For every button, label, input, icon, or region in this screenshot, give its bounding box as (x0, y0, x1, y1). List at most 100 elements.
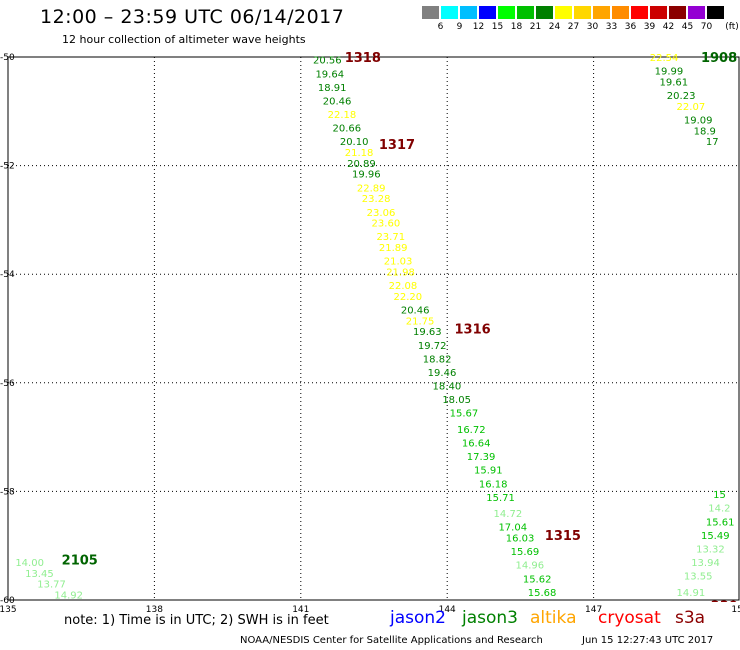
wave-height-reading: 22.18 (328, 110, 357, 121)
scale-label: 36 (624, 22, 637, 32)
scale-label: 18 (510, 22, 523, 32)
scale-swatch (612, 6, 629, 19)
scale-unit: (ft) (725, 22, 739, 32)
generated-timestamp: Jun 15 12:27:43 UTC 2017 (582, 635, 714, 646)
wave-height-reading: 16.64 (462, 439, 491, 450)
lon-tick-label: 144 (439, 605, 456, 615)
scale-swatch (631, 6, 648, 19)
wave-height-reading: 14.00 (15, 558, 44, 569)
wave-height-reading: 19.61 (659, 77, 688, 88)
scale-label: 9 (456, 22, 463, 32)
wave-height-reading: 19.96 (352, 170, 381, 181)
wave-height-reading: 15.91 (474, 466, 503, 477)
wave-height-reading: 15.62 (523, 574, 552, 585)
lon-tick-label: 135 (0, 605, 17, 615)
wave-height-reading: 19.72 (418, 341, 447, 352)
wave-height-reading: 18.40 (433, 382, 462, 393)
scale-swatch (422, 6, 439, 19)
credit-line: NOAA/NESDIS Center for Satellite Applica… (240, 635, 543, 646)
lat-tick-label: -54 (0, 270, 15, 280)
wave-height-reading: 18.9 (694, 126, 716, 137)
wave-height-reading: 15.68 (528, 588, 557, 599)
wave-height-reading: 17 (706, 137, 719, 148)
orbit-number-label: 1317 (379, 138, 415, 153)
orbit-number-label: 2105 (62, 553, 98, 568)
scale-label: 24 (548, 22, 561, 32)
wave-height-reading: 22.07 (677, 102, 706, 113)
wave-height-reading: 22.08 (389, 281, 418, 292)
wave-height-reading: 21.18 (345, 148, 374, 159)
orbit-number-label: 1316 (455, 323, 491, 338)
wave-height-reading: 15 (713, 490, 726, 501)
wave-height-reading: 22.20 (394, 292, 423, 303)
wave-height-reading: 19.09 (684, 115, 713, 126)
track-layer: 20.56 19.64 18.91 20.46 22.18 20.66 20.1021.18… (15, 51, 738, 645)
wave-height-reading: 16.31 (547, 634, 576, 645)
wave-height-reading: 16.72 (457, 425, 486, 436)
wave-height-reading: 15.69 (511, 547, 540, 558)
lon-tick-label: 138 (146, 605, 163, 615)
lat-tick-label: -50 (0, 53, 15, 63)
wave-height-reading: 17.39 (467, 452, 496, 463)
scale-swatch (669, 6, 686, 19)
lon-tick-label: 150 (731, 605, 740, 615)
scale-label: 15 (491, 22, 504, 32)
legend-jason3: jason3 (462, 608, 518, 628)
scale-swatch (574, 6, 591, 19)
map-frame (7, 56, 740, 601)
wave-height-reading: 17.04 (498, 523, 527, 534)
wave-height-reading: 20.89 (347, 159, 376, 170)
wave-height-reading: 21.89 (379, 243, 408, 254)
lat-tick-label: -60 (0, 596, 15, 606)
wave-height-reading: 14.37 (71, 601, 100, 612)
scale-label: 27 (567, 22, 580, 32)
orbit-number-label: 1318 (345, 51, 381, 66)
wave-height-reading: 20.10 (340, 137, 369, 148)
wave-height-reading: 20.66 (333, 124, 362, 135)
lon-tick-label: 147 (585, 605, 602, 615)
scale-swatch (460, 6, 477, 19)
wave-height-reading: 14.72 (667, 601, 696, 612)
scale-swatch (536, 6, 553, 19)
wave-height-reading: 15.71 (486, 493, 515, 504)
wave-height-reading: 16.03 (506, 534, 535, 545)
wave-height-reading: 15.61 (706, 517, 735, 528)
legend-cryosat: cryosat (598, 608, 661, 628)
legend-jason2: jason2 (390, 608, 446, 628)
wave-height-reading: 14.72 (494, 509, 523, 520)
wave-height-reading: 22.54 (650, 53, 679, 64)
wave-height-reading: 23.28 (362, 194, 391, 205)
scale-swatch (555, 6, 572, 19)
wave-height-reading: 20.23 (667, 91, 696, 102)
scale-label: 30 (586, 22, 599, 32)
wave-height-reading: 14.96 (516, 561, 545, 572)
wave-height-reading: 20.46 (401, 305, 430, 316)
wave-height-reading: 15.61 (533, 601, 562, 612)
orbit-number-label: 1908 (701, 51, 737, 66)
wave-height-reading: 21.75 (406, 316, 435, 327)
scale-swatch (593, 6, 610, 19)
scale-swatch (517, 6, 534, 19)
wave-height-reading: 19.99 (655, 67, 684, 78)
scale-label: 42 (662, 22, 675, 32)
wave-height-reading: 18.82 (423, 354, 452, 365)
wave-height-reading: 13.94 (691, 558, 720, 569)
wave-height-reading: 19.46 (428, 368, 457, 379)
scale-swatch (441, 6, 458, 19)
wave-height-reading: 14.91 (677, 588, 706, 599)
wave-height-reading: 15.67 (450, 409, 479, 420)
orbit-number-label: 1315 (545, 529, 581, 544)
scale-label: 39 (643, 22, 656, 32)
scale-swatch (650, 6, 667, 19)
scale-swatch (688, 6, 705, 19)
wave-height-reading: 14.2 (708, 504, 730, 515)
page-title: 12:00 – 23:59 UTC 06/14/2017 (40, 6, 345, 28)
wave-height-reading: 22.89 (357, 183, 386, 194)
footer-note: note: 1) Time is in UTC; 2) SWH is in fe… (64, 613, 329, 628)
wave-height-reading: 21.98 (386, 267, 415, 278)
lat-tick-label: -58 (0, 487, 15, 497)
wave-height-reading: 14.92 (54, 591, 83, 602)
scale-swatch (498, 6, 515, 19)
wave-height-reading: 23.71 (376, 232, 405, 243)
